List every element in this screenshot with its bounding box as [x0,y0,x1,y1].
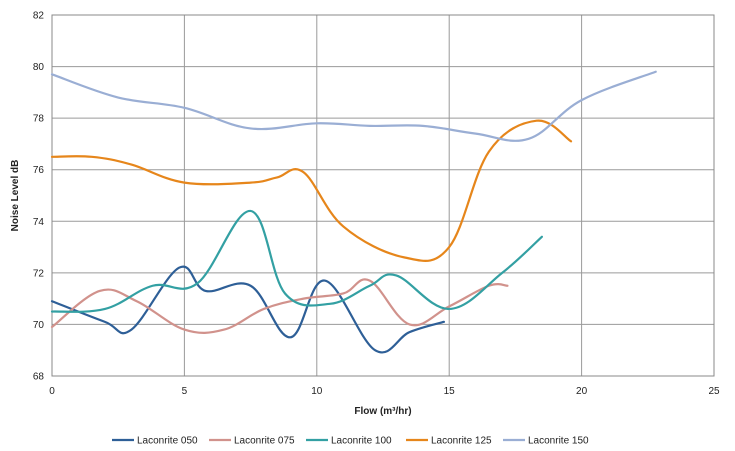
legend-label: Laconrite 075 [234,436,295,447]
series-line-3 [50,209,543,313]
legend-item-2: Laconrite 075 [209,436,295,447]
y-tick-label: 76 [33,165,45,176]
x-tick-label: 10 [311,386,323,397]
legend-item-4: Laconrite 125 [406,436,492,447]
legend-item-1: Laconrite 050 [112,436,198,447]
legend-label: Laconrite 125 [431,436,492,447]
series-line-5 [50,70,657,142]
x-tick-label: 0 [49,386,55,397]
x-tick-label: 20 [576,386,588,397]
legend-label: Laconrite 150 [528,436,589,447]
y-tick-label: 78 [33,114,45,125]
grid-lines [51,14,715,377]
y-tick-label: 82 [33,11,45,22]
y-tick-label: 80 [33,62,45,73]
x-tick-label: 15 [444,386,456,397]
y-axis-label: Noise Level dB [10,160,21,232]
y-tick-label: 68 [33,372,45,383]
y-tick-label: 70 [33,320,45,331]
series-line-1 [50,265,445,354]
series-layer [50,70,657,354]
x-tick-label: 25 [708,386,720,397]
x-axis-label: Flow (m³/hr) [354,406,411,417]
y-tick-label: 74 [33,217,45,228]
legend: Laconrite 050 Laconrite 075 Laconrite 100 L… [112,436,589,447]
plot-area [51,14,715,377]
series-line-4 [50,119,573,262]
legend-label: Laconrite 100 [331,436,392,447]
legend-item-3: Laconrite 100 [306,436,392,447]
series-line-2 [50,278,509,334]
y-tick-label: 72 [33,268,45,279]
legend-item-5: Laconrite 150 [503,436,589,447]
legend-label: Laconrite 050 [137,436,198,447]
x-tick-label: 5 [182,386,188,397]
tick-labels: 0 5 10 15 20 25 68 70 72 74 76 78 80 82 [33,11,720,398]
